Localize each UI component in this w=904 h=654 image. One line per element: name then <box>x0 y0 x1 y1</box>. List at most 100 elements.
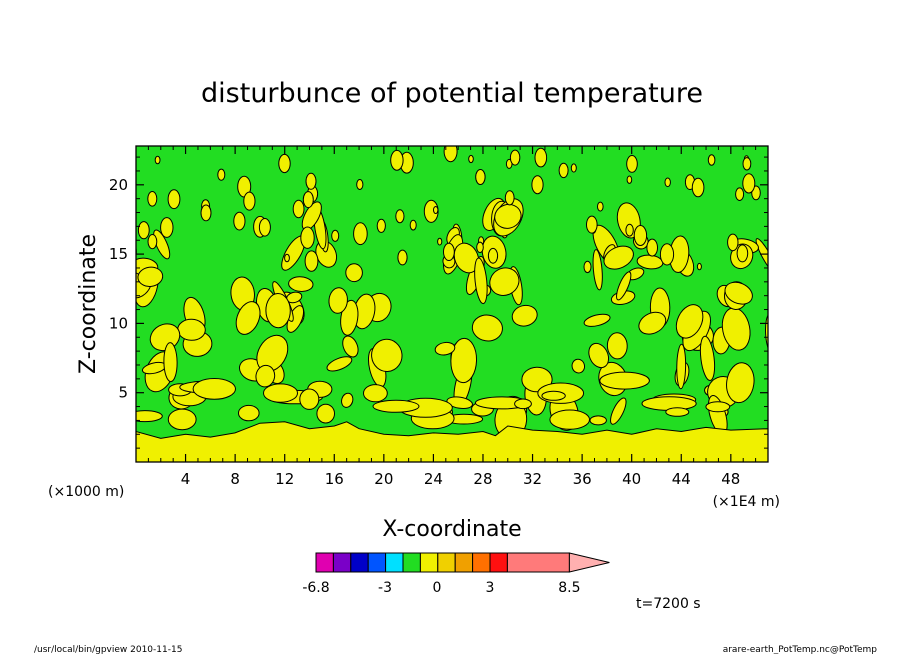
anomaly-region <box>471 314 503 342</box>
anomaly-region <box>691 177 705 198</box>
anomaly-region <box>288 276 314 292</box>
anomaly-region <box>626 155 638 173</box>
anomaly-region <box>633 225 648 246</box>
anomaly-region <box>437 237 443 246</box>
anomaly-region <box>331 229 340 242</box>
anomaly-region <box>724 281 753 305</box>
x-tick-label: 28 <box>473 470 492 488</box>
x-axis-unit-note: (×1E4 m) <box>713 494 780 510</box>
anomaly-region <box>603 245 634 270</box>
anomaly-region <box>137 221 150 240</box>
colorbar-cell <box>402 552 421 573</box>
anomaly-region <box>136 410 163 423</box>
anomaly-region <box>589 415 607 426</box>
anomaly-region <box>558 162 569 179</box>
colorbar-label: -6.8 <box>302 580 329 596</box>
colorbar-cell <box>472 552 491 573</box>
time-annotation: t=7200 s <box>636 596 701 612</box>
anomaly-region <box>474 257 488 305</box>
colorbar-cell <box>332 552 352 573</box>
x-tick-label: 40 <box>622 470 641 488</box>
anomaly-region <box>487 247 499 264</box>
anomaly-region <box>316 403 336 424</box>
anomaly-region <box>443 146 458 163</box>
anomaly-region <box>755 238 768 275</box>
anomaly-region <box>450 337 478 384</box>
anomaly-region <box>705 401 731 413</box>
anomaly-region <box>154 155 161 165</box>
anomaly-region <box>583 313 611 327</box>
colorbar-cell <box>489 552 508 573</box>
anomaly-region <box>278 153 291 174</box>
anomaly-region <box>664 177 671 188</box>
anomaly-region <box>665 407 690 417</box>
x-tick-label: 48 <box>721 470 740 488</box>
x-tick-label: 24 <box>424 470 443 488</box>
anomaly-region <box>646 238 659 257</box>
y-tick-label: 5 <box>118 384 128 402</box>
anomaly-region <box>494 203 522 229</box>
anomaly-region <box>192 378 237 400</box>
y-tick-label: 20 <box>109 176 128 194</box>
anomaly-region <box>468 154 474 164</box>
source-footer: arare-earth_PotTemp.nc@PotTemp <box>723 645 878 654</box>
anomaly-region <box>255 364 276 388</box>
colorbar-cell <box>506 552 570 573</box>
anomaly-region <box>217 168 226 181</box>
anomaly-region <box>453 242 480 274</box>
anomaly-region <box>163 342 178 383</box>
anomaly-region <box>570 163 577 173</box>
anomaly-region <box>549 409 591 430</box>
anomaly-region <box>736 244 749 263</box>
anomaly-region <box>599 371 650 390</box>
anomaly-region <box>258 218 271 237</box>
x-tick-label: 44 <box>672 470 691 488</box>
y-axis: 5 10 15 20 <box>109 156 768 449</box>
anomaly-region <box>433 206 439 214</box>
x-tick-label: 4 <box>181 470 191 488</box>
anomaly-region <box>147 234 158 250</box>
anomaly-region <box>534 147 548 168</box>
anomaly-region <box>326 356 353 372</box>
anomaly-region <box>137 266 164 287</box>
anomaly-region <box>300 226 315 249</box>
chart-title: disturbunce of potential temperature <box>201 78 703 109</box>
y-axis-unit-note: (×1000 m) <box>48 484 124 500</box>
anomaly-region <box>305 172 317 190</box>
anomaly-region <box>489 267 520 296</box>
anomaly-region <box>592 249 603 291</box>
anomaly-region <box>781 203 801 223</box>
anomaly-region <box>409 219 417 231</box>
colorbar-cell <box>385 552 404 573</box>
anomaly-region <box>243 191 256 211</box>
anomaly-region <box>395 209 405 224</box>
anomaly-region <box>616 271 632 301</box>
colorbar-label: 0 <box>433 580 442 596</box>
anomaly-region <box>586 215 598 234</box>
anomaly-region <box>160 217 174 238</box>
anomaly-region <box>742 157 752 171</box>
anomaly-region <box>675 304 704 339</box>
anomaly-region <box>727 233 739 252</box>
anomaly-region <box>767 274 768 290</box>
anomaly-region <box>504 190 515 206</box>
x-tick-label: 8 <box>230 470 240 488</box>
anomaly-region <box>342 335 359 358</box>
anomaly-region <box>765 313 768 353</box>
anomaly-region <box>583 260 592 274</box>
y-tick-label: 15 <box>109 245 128 263</box>
program-footer: /usr/local/bin/gpview 2010-11-15 <box>34 645 182 654</box>
anomaly-region <box>541 390 566 401</box>
anomaly-region <box>371 338 403 372</box>
anomaly-region <box>390 149 404 171</box>
anomaly-region <box>610 397 627 425</box>
anomaly-region <box>509 149 521 166</box>
surface-warm-layer <box>136 421 768 462</box>
anomaly-region <box>304 250 319 272</box>
anomaly-region <box>638 311 667 335</box>
anomaly-region <box>235 301 261 335</box>
anomaly-region <box>167 189 181 210</box>
anomaly-region <box>233 211 246 231</box>
x-tick-label: 20 <box>374 470 393 488</box>
